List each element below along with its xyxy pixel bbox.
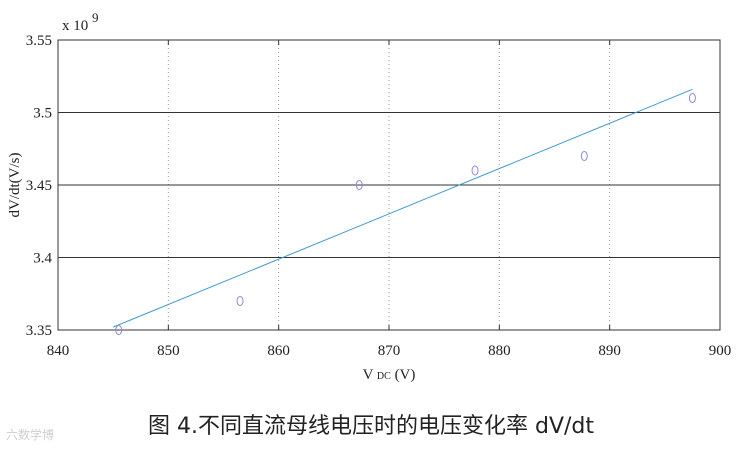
y-tick-label: 3.55: [26, 33, 52, 49]
data-point: [236, 296, 244, 306]
x-tick-label: 900: [709, 343, 732, 359]
data-marks: [112, 88, 696, 335]
x-axis: 840 850 860 870 880 890 900: [47, 40, 732, 359]
y-tick-label: 3.5: [33, 106, 52, 122]
x-tick-label: 870: [378, 343, 401, 359]
y-axis-label: dV/dt(V/s): [7, 153, 23, 218]
x-tick-label: 880: [488, 343, 511, 359]
figure-caption: 图 4.不同直流母线电压时的电压变化率 dV/dt: [148, 414, 594, 439]
data-point: [115, 325, 123, 335]
x-tick-label: 860: [267, 343, 290, 359]
y-axis: 3.35 3.4 3.45 3.5 3.55: [26, 33, 720, 339]
grid: [58, 40, 720, 330]
chart-plot: 840 850 860 870 880 890 900 3.35 3.4 3.45 3.5 3.55…: [7, 10, 732, 383]
data-point: [688, 93, 696, 103]
data-point: [355, 180, 363, 190]
data-point: [580, 151, 588, 161]
y-tick-label: 3.4: [33, 251, 52, 267]
data-point: [471, 165, 479, 176]
x-tick-label: 850: [157, 343, 180, 359]
y-tick-label: 3.45: [26, 178, 52, 194]
y-multiplier: x 10 9: [62, 10, 99, 34]
y-tick-label: 3.35: [26, 323, 52, 339]
watermark: 六数学博: [6, 428, 55, 442]
x-axis-label: V DC (V): [363, 367, 416, 383]
fit-line: [112, 88, 693, 328]
x-tick-label: 840: [47, 343, 70, 359]
x-tick-label: 890: [598, 343, 621, 359]
